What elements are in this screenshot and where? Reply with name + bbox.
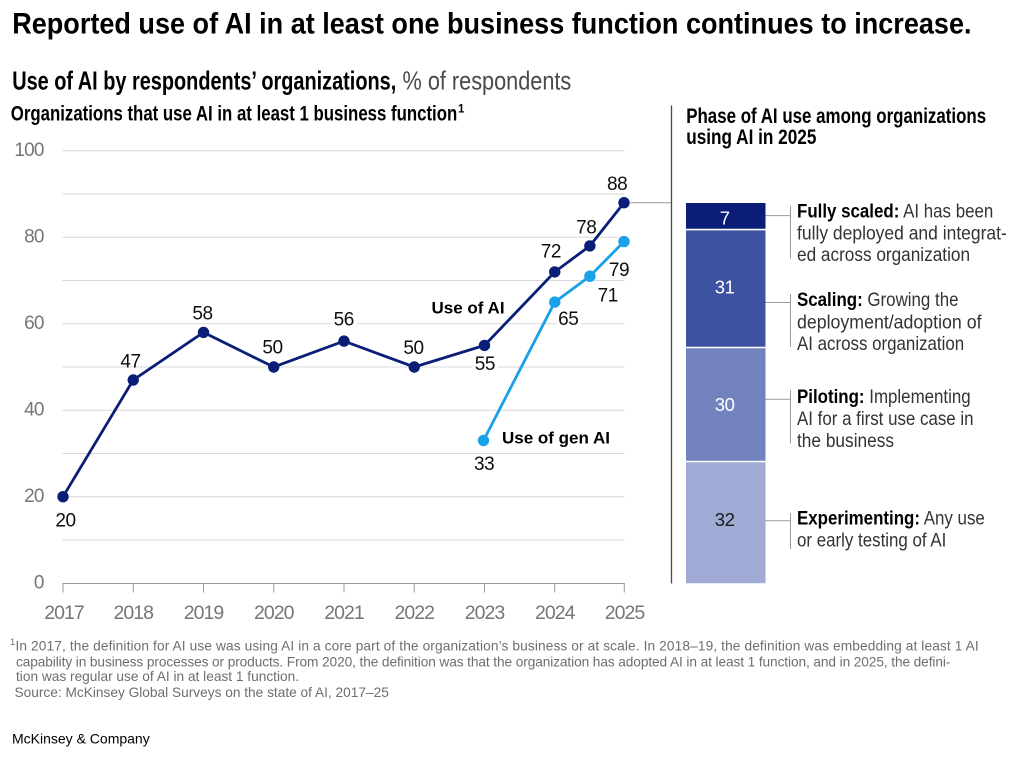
- svg-text:deployment/adoption of: deployment/adoption of: [797, 311, 982, 333]
- svg-text:Use of AI by respondents’ orga: Use of AI by respondents’ organizations,: [12, 66, 396, 95]
- svg-text:72: 72: [541, 242, 561, 263]
- svg-text:20: 20: [24, 486, 44, 507]
- svg-text:Scaling: Growing the: Scaling: Growing the: [797, 289, 959, 310]
- svg-text:2025: 2025: [605, 602, 646, 624]
- svg-text:100: 100: [14, 140, 44, 161]
- svg-text:40: 40: [24, 399, 44, 420]
- svg-text:30: 30: [715, 394, 735, 415]
- svg-text:AI for a first use case in: AI for a first use case in: [797, 408, 974, 429]
- svg-text:Piloting: Implementing: Piloting: Implementing: [797, 386, 971, 407]
- svg-text:AI across organization: AI across organization: [797, 333, 964, 354]
- svg-text:Use of AI: Use of AI: [432, 299, 505, 318]
- svg-text:McKinsey & Company: McKinsey & Company: [12, 730, 150, 746]
- svg-text:60: 60: [24, 313, 44, 334]
- svg-text:2022: 2022: [395, 602, 435, 624]
- svg-text:2020: 2020: [254, 602, 295, 624]
- svg-text:Phase of AI use among organiza: Phase of AI use among organizations: [686, 104, 986, 128]
- svg-text:20: 20: [55, 511, 75, 532]
- svg-text:33: 33: [474, 454, 494, 475]
- svg-text:50: 50: [262, 337, 282, 358]
- svg-text:88: 88: [607, 174, 627, 195]
- svg-text:or early testing of AI: or early testing of AI: [797, 530, 946, 551]
- svg-text:% of respondents: % of respondents: [397, 68, 572, 96]
- svg-text:Use of gen AI: Use of gen AI: [502, 429, 610, 448]
- svg-text:0: 0: [34, 572, 44, 593]
- svg-text:Fully scaled: AI has been: Fully scaled: AI has been: [797, 200, 993, 221]
- svg-text:50: 50: [403, 338, 423, 359]
- svg-text:capability in business process: capability in business processes or prod…: [16, 655, 950, 670]
- svg-text:2024: 2024: [535, 602, 576, 624]
- svg-text:47: 47: [120, 352, 140, 373]
- svg-text:Reported use of AI in at least: Reported use of AI in at least one busin…: [12, 6, 971, 39]
- svg-text:31: 31: [715, 277, 735, 298]
- svg-text:71: 71: [598, 286, 618, 307]
- svg-text:2023: 2023: [465, 602, 505, 624]
- svg-text:Experimenting: Any use: Experimenting: Any use: [797, 508, 985, 529]
- svg-text:2017: 2017: [44, 602, 84, 624]
- svg-text:32: 32: [715, 509, 735, 530]
- svg-text:56: 56: [334, 310, 354, 331]
- svg-text:2019: 2019: [184, 602, 224, 624]
- svg-text:58: 58: [192, 304, 212, 325]
- svg-text:1: 1: [458, 103, 465, 115]
- svg-text:78: 78: [576, 218, 596, 239]
- svg-text:Source: McKinsey Global Survey: Source: McKinsey Global Surveys on the s…: [15, 685, 390, 700]
- svg-text:55: 55: [475, 354, 495, 375]
- svg-text:1In 2017, the definition for A: 1In 2017, the definition for AI use was …: [10, 637, 979, 654]
- svg-text:fully deployed and integrat-: fully deployed and integrat-: [797, 222, 1007, 244]
- svg-text:Organizations that use AI in a: Organizations that use AI in at least 1 …: [11, 102, 457, 125]
- svg-text:ed across organization: ed across organization: [797, 244, 970, 265]
- svg-text:using AI in 2025: using AI in 2025: [686, 125, 816, 149]
- svg-text:the business: the business: [797, 430, 894, 451]
- svg-text:80: 80: [24, 226, 44, 247]
- svg-text:2021: 2021: [324, 602, 364, 624]
- svg-text:7: 7: [720, 207, 730, 228]
- svg-text:79: 79: [609, 260, 629, 281]
- svg-text:65: 65: [558, 309, 578, 330]
- svg-text:tion was regular use of AI in: tion was regular use of AI in at least 1…: [16, 669, 299, 684]
- svg-text:2018: 2018: [114, 602, 154, 624]
